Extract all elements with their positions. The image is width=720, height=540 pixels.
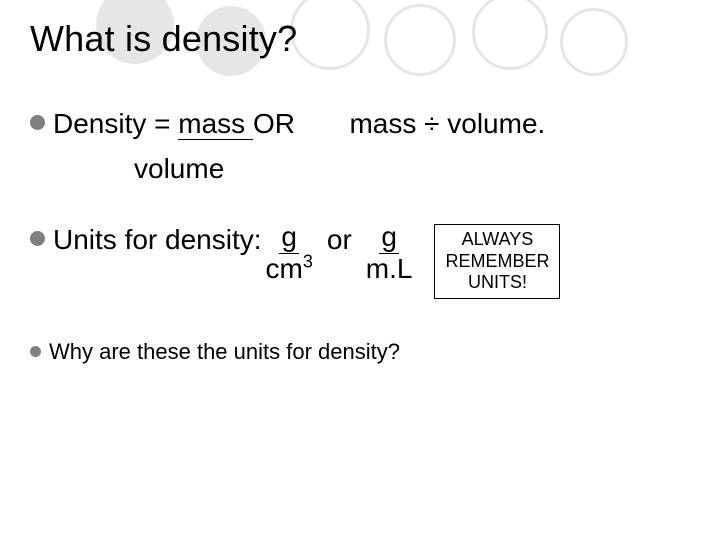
bullet-units: Units for density: g cm3 or g m.L ALWAYS… — [30, 222, 690, 299]
unit-g-over-mL: g m.L — [366, 222, 413, 285]
formula-rhs: mass ÷ volume. — [349, 108, 545, 139]
bullet-icon — [30, 115, 45, 130]
formula-denominator: volume — [134, 151, 690, 186]
bullet-icon — [30, 231, 45, 246]
unit-cm3: cm3 — [266, 254, 313, 285]
slide-content: What is density? Density = mass OR mass … — [0, 0, 720, 365]
why-text: Why are these the units for density? — [49, 339, 400, 365]
bullet-why: Why are these the units for density? — [30, 339, 690, 365]
formula-line: Density = mass OR mass ÷ volume. — [53, 106, 545, 141]
reminder-line1: ALWAYS — [445, 229, 549, 251]
unit-g2: g — [379, 222, 399, 254]
mass-underlined: mass — [178, 108, 253, 140]
units-or: or — [327, 222, 352, 257]
reminder-box: ALWAYS REMEMBER UNITS! — [434, 224, 560, 299]
unit-mL: m.L — [366, 254, 413, 285]
units-lead: Units for density: — [53, 222, 262, 257]
reminder-line3: UNITS! — [445, 272, 549, 294]
bullet-icon — [30, 346, 41, 357]
or-word: OR — [253, 108, 295, 139]
formula-lead: Density = — [53, 108, 178, 139]
unit-g-over-cm3: g cm3 — [266, 222, 313, 285]
unit-g: g — [279, 222, 299, 254]
bullet-density-formula: Density = mass OR mass ÷ volume. — [30, 106, 690, 141]
slide-title: What is density? — [30, 18, 690, 60]
reminder-line2: REMEMBER — [445, 251, 549, 273]
